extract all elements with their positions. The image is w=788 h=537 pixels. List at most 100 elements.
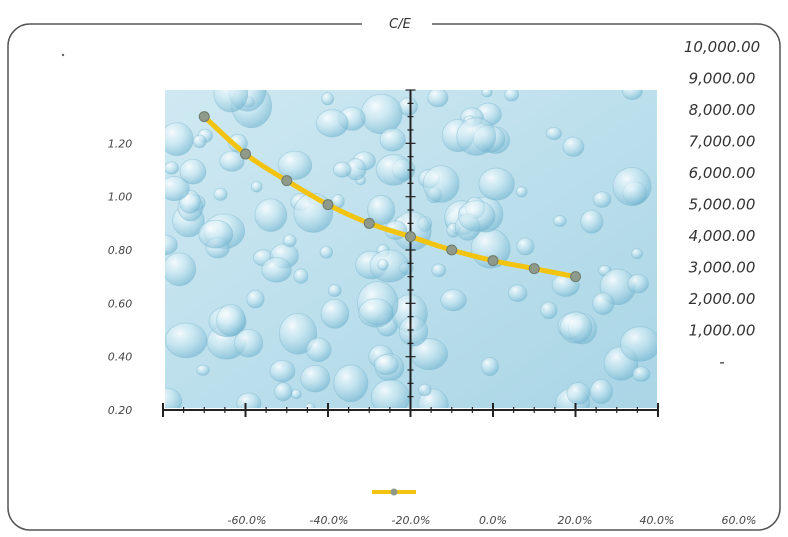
data-point bbox=[570, 271, 581, 283]
x-tick-label: 60.0% bbox=[722, 514, 757, 527]
water-droplet bbox=[278, 312, 318, 355]
x-tick-label: -40.0% bbox=[310, 514, 349, 527]
y2-tick-label: 2,000.00 bbox=[689, 290, 756, 308]
y-tick-label: 1.20 bbox=[108, 137, 133, 150]
water-droplet bbox=[246, 289, 265, 309]
water-droplet bbox=[545, 126, 562, 140]
y-tick-label: 0.60 bbox=[108, 297, 133, 310]
water-droplet bbox=[274, 382, 293, 402]
water-droplet bbox=[619, 326, 657, 362]
water-droplet bbox=[417, 383, 432, 397]
series-line bbox=[201, 114, 578, 280]
water-droplet bbox=[456, 117, 497, 156]
water-droplet bbox=[293, 268, 309, 284]
water-droplet bbox=[379, 128, 406, 152]
water-droplet bbox=[592, 191, 612, 208]
y2-tick-label: 6,000.00 bbox=[689, 164, 756, 182]
water-droplet bbox=[375, 154, 412, 186]
water-droplet bbox=[165, 234, 178, 256]
water-droplet bbox=[300, 364, 331, 393]
y2-tick-label: 7,000.00 bbox=[689, 133, 756, 151]
water-droplet bbox=[228, 133, 248, 153]
water-droplet bbox=[333, 364, 369, 403]
water-droplet bbox=[196, 364, 210, 376]
water-droplet bbox=[219, 150, 245, 172]
water-droplet bbox=[254, 198, 288, 232]
water-droplet bbox=[373, 354, 399, 376]
legend bbox=[61, 53, 416, 496]
data-point bbox=[528, 263, 540, 275]
y-tick-label: 0.20 bbox=[108, 404, 133, 417]
water-droplet bbox=[165, 252, 197, 287]
water-droplet bbox=[358, 298, 394, 328]
y-tick-label: 0.80 bbox=[108, 244, 133, 257]
title-backdrop bbox=[362, 14, 432, 34]
legend-marker bbox=[390, 488, 398, 496]
water-droplet bbox=[277, 150, 313, 180]
water-droplet bbox=[216, 304, 246, 337]
water-droplet bbox=[478, 167, 515, 201]
water-droplet bbox=[269, 359, 296, 383]
data-point bbox=[405, 231, 416, 243]
water-droplet bbox=[360, 93, 403, 135]
water-droplet bbox=[321, 92, 335, 106]
water-droplet bbox=[165, 161, 179, 175]
water-droplet bbox=[580, 209, 604, 234]
data-point bbox=[281, 175, 293, 187]
water-droplet bbox=[516, 237, 535, 256]
water-droplet bbox=[631, 248, 644, 260]
water-droplet bbox=[632, 366, 651, 382]
x-tick-label: -20.0% bbox=[392, 514, 431, 527]
chart-title: C/E bbox=[389, 17, 411, 32]
water-droplet bbox=[553, 215, 567, 227]
water-droplet bbox=[236, 392, 262, 408]
data-point bbox=[446, 244, 458, 256]
data-point bbox=[240, 148, 251, 160]
water-droplet bbox=[304, 402, 316, 408]
y-tick-label: 1.00 bbox=[108, 191, 133, 204]
y-tick-label: 0.40 bbox=[108, 351, 133, 364]
series-layer bbox=[198, 111, 581, 283]
data-point bbox=[322, 199, 334, 211]
water-droplet bbox=[290, 389, 302, 400]
y2-tick-label: - bbox=[719, 353, 724, 371]
y2-tick-label: 3,000.00 bbox=[689, 259, 756, 277]
x-tick-label: -60.0% bbox=[228, 514, 267, 527]
water-droplet bbox=[422, 165, 460, 203]
water-droplet bbox=[540, 301, 558, 320]
data-point bbox=[487, 255, 499, 267]
water-droplet bbox=[327, 284, 342, 297]
water-droplet bbox=[367, 194, 396, 225]
water-droplet bbox=[315, 109, 349, 138]
water-droplet bbox=[179, 158, 207, 185]
data-point bbox=[363, 217, 375, 229]
water-droplet bbox=[282, 234, 297, 248]
water-droplet bbox=[165, 387, 183, 408]
y2-tick-label: 9,000.00 bbox=[689, 70, 756, 88]
data-point bbox=[198, 111, 210, 123]
water-droplet bbox=[612, 167, 652, 207]
water-droplet bbox=[319, 245, 333, 259]
water-droplet bbox=[234, 328, 264, 358]
x-tick-label: 40.0% bbox=[640, 514, 675, 527]
water-droplet bbox=[427, 90, 449, 108]
y2-tick-label: 4,000.00 bbox=[689, 227, 756, 245]
water-droplet bbox=[261, 257, 292, 283]
water-droplet bbox=[440, 289, 467, 312]
water-droplet bbox=[213, 90, 249, 113]
water-droplet bbox=[562, 136, 585, 157]
water-droplet bbox=[481, 90, 493, 98]
water-droplet bbox=[457, 200, 496, 232]
water-droplet bbox=[165, 122, 194, 156]
y2-tick-label: 8,000.00 bbox=[689, 101, 756, 119]
water-droplet bbox=[213, 187, 228, 201]
scan-speck bbox=[61, 53, 65, 57]
water-droplet bbox=[504, 90, 520, 102]
water-droplet bbox=[165, 175, 190, 202]
y2-tick-label: 10,000.00 bbox=[684, 38, 760, 56]
water-droplet bbox=[250, 180, 263, 193]
water-droplet bbox=[508, 284, 528, 303]
water-droplet bbox=[621, 90, 643, 100]
